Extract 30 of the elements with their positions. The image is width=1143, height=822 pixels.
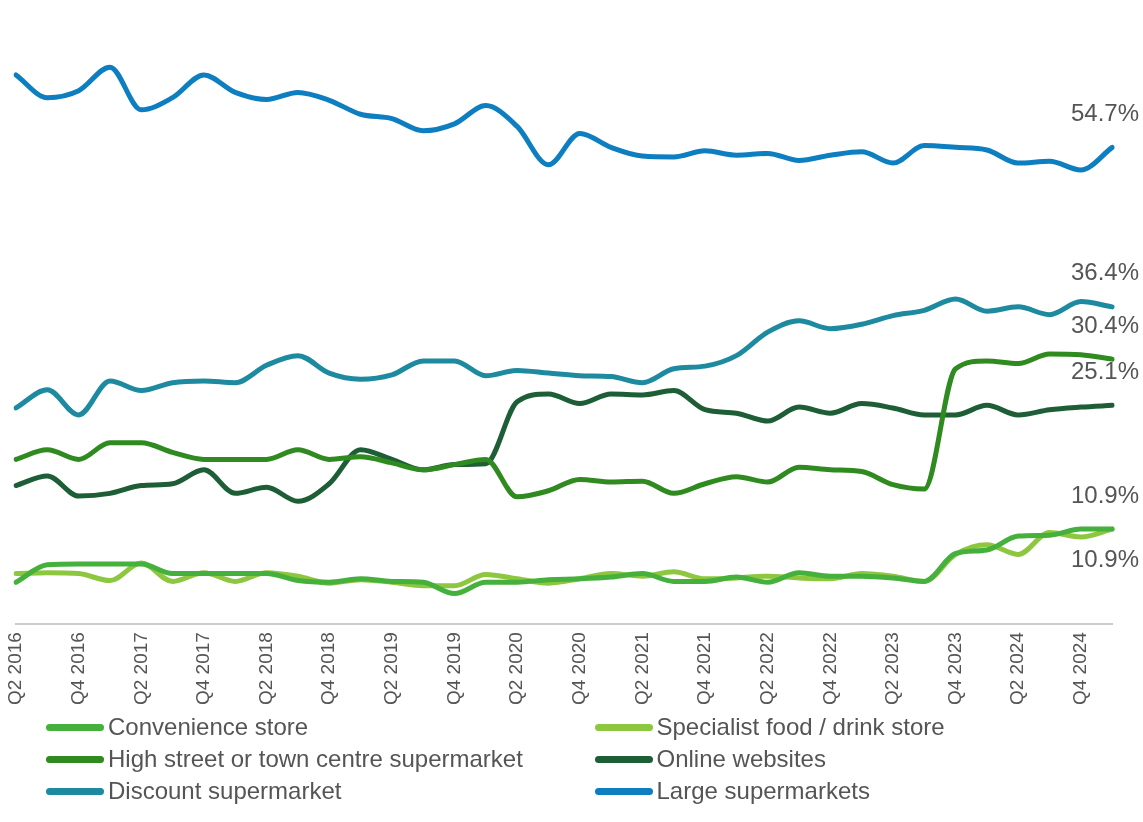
- legend-label: Online websites: [656, 745, 826, 773]
- legend-label: High street or town centre supermarket: [108, 745, 523, 773]
- legend-label: Specialist food / drink store: [656, 713, 945, 741]
- x-tick-label: Q2 2019: [380, 632, 402, 706]
- x-tick-label: Q4 2023: [943, 632, 965, 706]
- x-tick-label: Q2 2020: [505, 632, 527, 706]
- x-tick-label: Q4 2021: [693, 632, 715, 706]
- data-label: 10.9%: [1070, 544, 1139, 572]
- x-tick-label: Q4 2018: [317, 632, 339, 706]
- data-label: 25.1%: [1070, 356, 1139, 384]
- x-tick-label: Q4 2019: [442, 632, 464, 706]
- x-tick-label: Q2 2017: [129, 632, 151, 706]
- x-tick-label: Q2 2024: [1006, 631, 1028, 706]
- data-label: 30.4%: [1070, 310, 1139, 338]
- legend-label: Discount supermarket: [108, 777, 342, 805]
- x-tick-label: Q4 2020: [567, 632, 589, 706]
- x-tick-label: Q4 2016: [66, 632, 88, 706]
- x-tick-label: Q2 2021: [630, 632, 652, 706]
- x-tick-label: Q2 2023: [881, 632, 903, 706]
- x-tick-label: Q4 2024: [1069, 631, 1091, 706]
- x-tick-label: Q4 2017: [192, 632, 214, 706]
- x-tick-label: Q2 2022: [755, 632, 777, 706]
- x-tick-label: Q4 2022: [818, 632, 840, 706]
- data-label: 36.4%: [1070, 258, 1139, 286]
- legend-label: Large supermarkets: [656, 777, 870, 805]
- data-label: 10.9%: [1070, 480, 1139, 508]
- x-tick-label: Q2 2016: [4, 632, 26, 706]
- x-tick-label: Q2 2018: [254, 632, 276, 706]
- data-label: 54.7%: [1070, 98, 1139, 126]
- legend-label: Convenience store: [108, 713, 309, 741]
